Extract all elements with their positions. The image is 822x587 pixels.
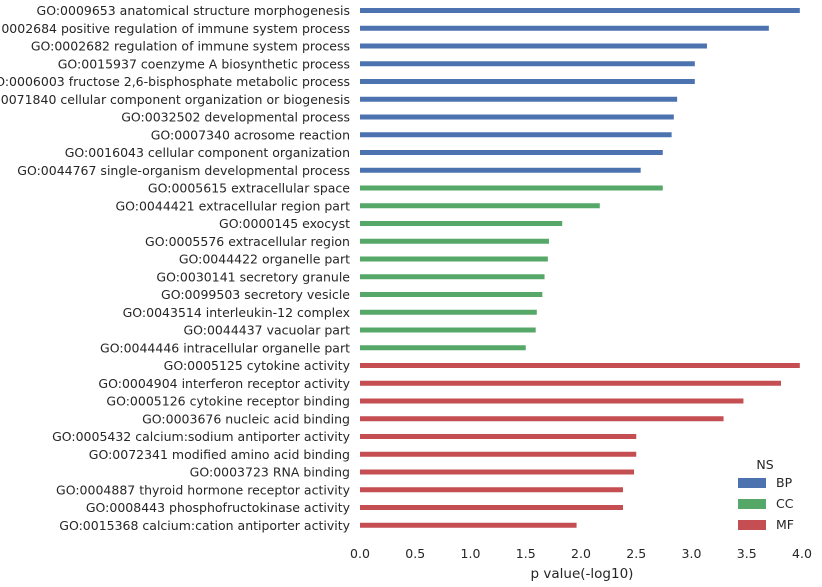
- category-label: GO:0015368 calcium:cation antiporter act…: [59, 518, 350, 533]
- category-label: GO:0006003 fructose 2,6-bisphosphate met…: [0, 74, 350, 89]
- legend-swatch-mf: [738, 520, 766, 530]
- bar-cc: [360, 327, 536, 333]
- legend-label-cc: CC: [776, 496, 794, 511]
- x-tick-label: 2.5: [626, 546, 646, 561]
- bar-bp: [360, 25, 769, 31]
- category-label: GO:0030141 secretory granule: [156, 269, 350, 284]
- category-label: GO:0044421 extracellular region part: [115, 198, 350, 213]
- bars-group: [360, 8, 800, 528]
- bar-cc: [360, 185, 663, 191]
- bar-bp: [360, 61, 695, 67]
- category-label: GO:0043514 interleukin-12 complex: [123, 305, 350, 320]
- bar-bp: [360, 96, 678, 102]
- bar-mf: [360, 380, 782, 386]
- bar-mf: [360, 505, 623, 510]
- category-label: GO:0002682 regulation of immune system p…: [31, 39, 350, 54]
- legend: NS BP CC MF: [738, 457, 794, 532]
- category-label: GO:0016043 cellular component organizati…: [65, 145, 350, 160]
- category-label: GO:0002684 positive regulation of immune…: [0, 21, 350, 36]
- bar-cc: [360, 256, 548, 262]
- x-tick-label: 3.5: [737, 546, 757, 561]
- x-tick-label: 4.0: [792, 546, 812, 561]
- bar-bp: [360, 8, 800, 13]
- category-label: GO:0032502 developmental process: [121, 110, 350, 125]
- category-label: GO:0005432 calcium:sodium antiporter act…: [52, 429, 351, 444]
- bar-mf: [360, 363, 800, 368]
- category-label: GO:0044767 single-organism developmental…: [17, 163, 350, 178]
- category-label: GO:0015937 coenzyme A biosynthetic proce…: [58, 56, 350, 71]
- bar-bp: [360, 167, 641, 173]
- bar-bp: [360, 79, 695, 84]
- bar-mf: [360, 469, 635, 475]
- bar-mf: [360, 398, 744, 404]
- bar-mf: [360, 522, 577, 528]
- category-label: GO:0044422 organelle part: [179, 252, 350, 267]
- bar-cc: [360, 221, 563, 226]
- x-tick-label: 1.0: [461, 546, 481, 561]
- category-label: GO:0007340 acrosome reaction: [151, 127, 350, 142]
- bar-mf: [360, 416, 724, 422]
- category-label: GO:0005615 extracellular space: [148, 181, 350, 196]
- category-label: GO:0004904 interferon receptor activity: [98, 376, 350, 391]
- legend-label-bp: BP: [776, 475, 793, 490]
- bar-mf: [360, 434, 637, 439]
- bar-cc: [360, 309, 537, 315]
- category-labels-group: GO:0009653 anatomical structure morphoge…: [0, 3, 351, 533]
- category-label: GO:0044446 intracellular organelle part: [100, 340, 350, 355]
- category-label: GO:0004887 thyroid hormone receptor acti…: [56, 482, 351, 497]
- legend-swatch-cc: [738, 499, 766, 509]
- bar-bp: [360, 114, 674, 120]
- legend-swatch-bp: [738, 478, 766, 488]
- category-label: GO:0005576 extracellular region: [145, 234, 350, 249]
- bar-mf: [360, 451, 637, 457]
- category-label: GO:0003723 RNA binding: [190, 465, 350, 480]
- x-tick-label: 1.5: [516, 546, 536, 561]
- category-label: GO:0008443 phosphofructokinase activity: [86, 500, 351, 515]
- category-label: GO:0005125 cytokine activity: [164, 358, 351, 373]
- x-tick-label: 2.0: [571, 546, 591, 561]
- bar-cc: [360, 238, 549, 244]
- category-label: GO:0099503 secretory vesicle: [161, 287, 350, 302]
- x-tick-label: 0.5: [405, 546, 425, 561]
- x-tick-label: 3.0: [682, 546, 702, 561]
- legend-label-mf: MF: [776, 517, 794, 532]
- bar-mf: [360, 487, 623, 493]
- category-label: GO:0000145 exocyst: [219, 216, 350, 231]
- legend-title: NS: [756, 457, 773, 472]
- bar-cc: [360, 345, 526, 351]
- category-label: GO:0071840 cellular component organizati…: [0, 92, 350, 107]
- bar-bp: [360, 132, 672, 138]
- category-label: GO:0072341 modified amino acid binding: [89, 447, 350, 462]
- category-label: GO:0044437 vacuolar part: [183, 323, 350, 338]
- x-tick-labels-group: 0.0 0.5 1.0 1.5 2.0 2.5 3.0 3.5 4.0: [350, 546, 812, 561]
- x-axis-title: p value(-log10): [531, 566, 634, 582]
- category-label: GO:0009653 anatomical structure morphoge…: [37, 3, 350, 18]
- category-label: GO:0005126 cytokine receptor binding: [106, 394, 350, 409]
- category-label: GO:0003676 nucleic acid binding: [142, 411, 350, 426]
- bar-cc: [360, 203, 600, 209]
- bar-cc: [360, 274, 545, 280]
- bar-bp: [360, 150, 663, 155]
- bar-cc: [360, 292, 543, 297]
- bar-bp: [360, 43, 707, 49]
- x-tick-label: 0.0: [350, 546, 370, 561]
